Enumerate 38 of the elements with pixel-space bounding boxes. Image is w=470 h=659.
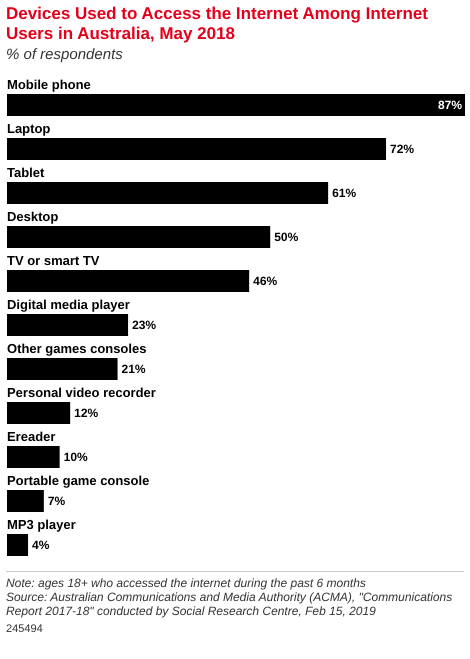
- y-tick-label: Personal video recorder: [7, 385, 156, 400]
- y-tick-label: Mobile phone: [7, 77, 91, 92]
- bar: [7, 534, 28, 556]
- bar: [7, 138, 386, 160]
- bar: [7, 490, 44, 512]
- y-tick-label: Ereader: [7, 429, 56, 444]
- text: Note: ages 18+ who accessed the internet during the past 6 months: [6, 576, 367, 590]
- bar: [7, 358, 118, 380]
- y-tick-label: Other games consoles: [7, 341, 146, 356]
- y-tick-label: Portable game console: [7, 473, 150, 488]
- data-label: 4%: [32, 538, 50, 552]
- y-tick-label: MP3 player: [7, 517, 76, 532]
- y-tick-label: Laptop: [7, 121, 50, 136]
- bar: [7, 226, 270, 248]
- chart-title: Devices Used to Access the Internet Among Internet Users in Australia, May 2018: [6, 4, 429, 44]
- source-note: Source: Australian Communications and Media Authority (ACMA), "Communications Report 2017-18" conducted by Social Research Centre, Feb 15, 2019: [6, 590, 454, 618]
- bar: [7, 446, 60, 468]
- bar: [7, 182, 328, 204]
- chart-subtitle: % of respondents: [6, 46, 124, 63]
- data-label: 87%: [438, 98, 462, 112]
- data-label: 7%: [48, 494, 66, 508]
- text: 245494: [6, 622, 44, 636]
- bar: [7, 94, 465, 116]
- data-label: 50%: [274, 230, 299, 244]
- data-label: 21%: [122, 362, 146, 376]
- data-label: 46%: [253, 274, 278, 288]
- y-tick-label: TV or smart TV: [7, 253, 100, 268]
- data-label: 61%: [332, 186, 356, 200]
- y-tick-label: Desktop: [7, 209, 58, 224]
- bar: [7, 402, 70, 424]
- data-label: 12%: [74, 406, 99, 420]
- bar: [7, 270, 250, 292]
- bar: [7, 314, 128, 336]
- y-tick-label: Digital media player: [7, 297, 130, 312]
- data-label: 23%: [132, 318, 156, 332]
- y-tick-label: Tablet: [7, 165, 45, 180]
- data-label: 10%: [64, 450, 88, 464]
- data-label: 72%: [390, 142, 414, 156]
